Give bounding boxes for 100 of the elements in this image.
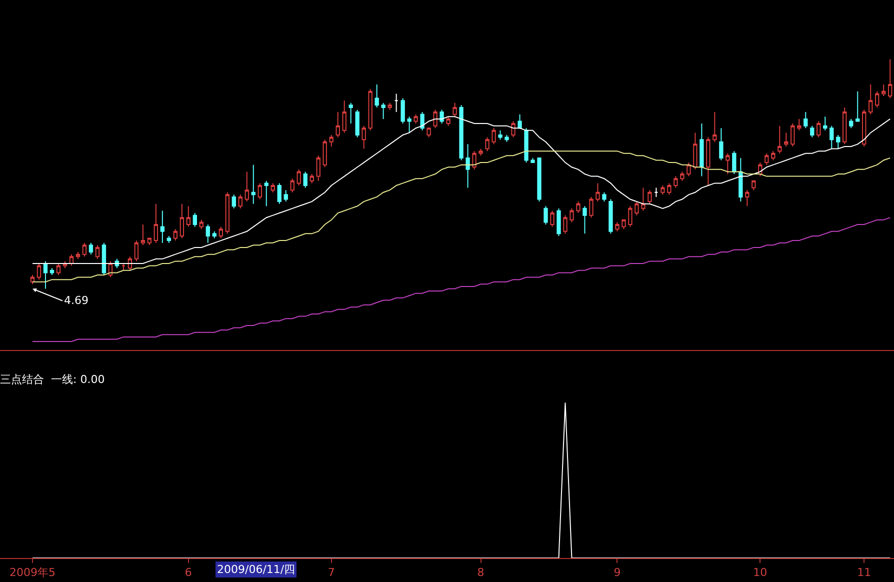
candlestick bbox=[284, 190, 288, 202]
candlestick bbox=[830, 125, 834, 150]
candlestick bbox=[875, 90, 880, 108]
candlestick bbox=[706, 136, 710, 186]
candlestick bbox=[816, 120, 821, 138]
x-tick-label: 7 bbox=[328, 566, 335, 580]
candlestick bbox=[738, 157, 743, 202]
candlestick bbox=[622, 219, 626, 230]
x-tick-label: 2009年5 bbox=[9, 566, 56, 580]
candlestick bbox=[778, 125, 782, 154]
candlestick bbox=[518, 114, 522, 129]
candlestick bbox=[868, 84, 873, 115]
candlestick bbox=[589, 196, 594, 218]
candlestick bbox=[140, 224, 146, 246]
candlestick bbox=[823, 116, 828, 131]
candlestick bbox=[166, 235, 172, 244]
candlestick bbox=[218, 226, 223, 239]
candlestick bbox=[856, 90, 860, 122]
candlestick bbox=[686, 162, 691, 177]
candlestick bbox=[732, 150, 736, 175]
candlestick bbox=[810, 125, 814, 138]
annotation: 4.69 bbox=[64, 294, 88, 307]
x-tick-label: 8 bbox=[477, 566, 484, 580]
candlestick bbox=[76, 252, 80, 260]
candlestick bbox=[322, 139, 327, 168]
candlestick bbox=[225, 192, 230, 234]
candlestick bbox=[238, 194, 242, 209]
candlestick bbox=[602, 192, 606, 202]
candlestick bbox=[648, 190, 652, 204]
candlestick bbox=[700, 123, 704, 177]
candlestick bbox=[82, 242, 87, 258]
candlestick bbox=[316, 155, 320, 182]
candlestick bbox=[492, 128, 496, 145]
candlestick bbox=[147, 238, 152, 246]
candlestick bbox=[764, 152, 769, 166]
candlestick bbox=[329, 134, 334, 147]
candlestick bbox=[719, 128, 724, 161]
candlestick bbox=[50, 268, 54, 276]
candlestick bbox=[414, 114, 418, 124]
candlestick bbox=[530, 157, 535, 164]
candlestick bbox=[674, 176, 678, 188]
candlestick bbox=[550, 210, 554, 228]
candlestick bbox=[400, 98, 405, 124]
candlestick bbox=[680, 171, 684, 182]
candlestick bbox=[303, 171, 308, 188]
candlestick bbox=[180, 203, 184, 239]
candlestick bbox=[452, 102, 457, 118]
candlestick bbox=[882, 84, 886, 96]
candlestick bbox=[485, 136, 490, 152]
candlestick bbox=[186, 206, 191, 228]
candlestick bbox=[134, 240, 139, 262]
candlestick bbox=[388, 102, 392, 110]
candlestick bbox=[374, 84, 379, 108]
x-tick-label: 11 bbox=[857, 566, 872, 580]
candlestick bbox=[576, 201, 580, 214]
x-tick-label: 9 bbox=[614, 566, 621, 580]
candlestick bbox=[472, 150, 476, 170]
candlestick bbox=[570, 208, 574, 223]
candlestick bbox=[426, 128, 431, 138]
x-tick-label: 10 bbox=[753, 566, 768, 580]
candlestick bbox=[790, 123, 795, 147]
candlestick bbox=[88, 242, 94, 255]
candlestick bbox=[277, 182, 282, 204]
candlestick bbox=[537, 157, 542, 202]
candlestick bbox=[862, 109, 866, 147]
candlestick bbox=[394, 93, 398, 113]
candlestick bbox=[348, 102, 353, 124]
candlestick bbox=[524, 128, 528, 164]
candlestick bbox=[420, 112, 424, 131]
candlestick bbox=[244, 171, 249, 202]
candlestick bbox=[121, 263, 126, 271]
candlestick bbox=[95, 244, 100, 260]
candlestick bbox=[102, 242, 106, 276]
candlestick bbox=[634, 201, 639, 216]
candlestick bbox=[771, 150, 776, 161]
candlestick bbox=[654, 187, 658, 198]
candlestick bbox=[556, 208, 561, 236]
candlestick bbox=[660, 184, 665, 196]
candlestick bbox=[849, 118, 854, 129]
candlestick bbox=[56, 263, 61, 276]
candlestick bbox=[446, 116, 450, 126]
candlestick bbox=[544, 206, 548, 225]
candlestick bbox=[641, 187, 646, 212]
candlestick bbox=[270, 182, 275, 193]
candlestick bbox=[160, 210, 165, 244]
candlestick bbox=[264, 180, 268, 207]
candlestick bbox=[466, 144, 470, 188]
candlestick bbox=[712, 112, 717, 142]
candlestick bbox=[582, 206, 587, 234]
candlestick bbox=[836, 134, 840, 150]
candlestick bbox=[30, 274, 35, 285]
candlestick bbox=[362, 125, 366, 150]
candlestick bbox=[212, 230, 216, 239]
candlestick bbox=[296, 168, 301, 186]
candlestick bbox=[232, 194, 236, 209]
candlestick bbox=[154, 203, 158, 244]
candlestick bbox=[290, 178, 294, 193]
candlestick bbox=[478, 148, 483, 156]
candlestick bbox=[615, 222, 620, 232]
candlestick bbox=[342, 100, 346, 134]
